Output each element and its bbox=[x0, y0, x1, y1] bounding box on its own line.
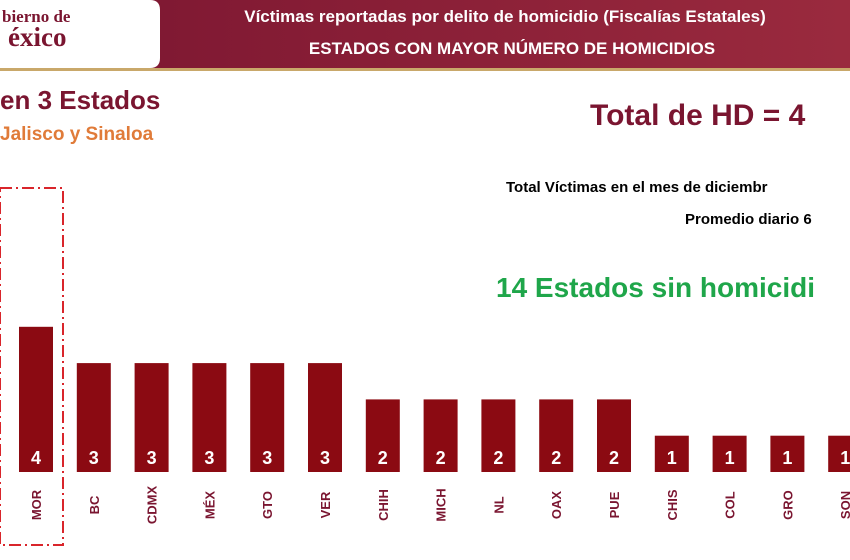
logo-bottom: éxico bbox=[8, 22, 66, 52]
bar bbox=[423, 399, 458, 472]
logo-panel bbox=[0, 0, 160, 68]
x-tick-label: GRO bbox=[780, 490, 795, 520]
zero-states-annotation: 14 Estados sin homicidi bbox=[496, 272, 815, 303]
x-tick-label: NL bbox=[491, 496, 506, 513]
x-tick-label: PUE bbox=[607, 491, 622, 518]
x-tick-label: CHIS bbox=[665, 489, 680, 520]
bar bbox=[308, 363, 342, 472]
x-tick-label: MÉX bbox=[202, 491, 217, 520]
x-tick-label: MICH bbox=[434, 488, 449, 521]
logo-top: bierno de bbox=[2, 7, 71, 26]
bar bbox=[365, 399, 400, 472]
value-label: 1 bbox=[782, 448, 792, 468]
value-label: 3 bbox=[147, 448, 157, 468]
subheadline: Jalisco y Sinaloa bbox=[0, 124, 154, 145]
value-label: 2 bbox=[609, 448, 619, 468]
header-title: Víctimas reportadas por delito de homici… bbox=[244, 7, 766, 26]
value-label: 4 bbox=[31, 448, 41, 468]
bar bbox=[192, 363, 227, 472]
total-annotation: Total de HD = 4 bbox=[590, 99, 806, 132]
bar bbox=[134, 363, 169, 472]
x-tick-label: BC bbox=[87, 495, 102, 514]
highlight-box bbox=[0, 187, 64, 546]
x-tick-label: MOR bbox=[29, 489, 44, 520]
x-tick-label: SON bbox=[838, 491, 850, 519]
headline: en 3 Estados bbox=[0, 85, 160, 115]
bar bbox=[770, 435, 805, 472]
bar bbox=[19, 326, 53, 472]
value-label: 3 bbox=[262, 448, 272, 468]
bar bbox=[828, 435, 850, 472]
x-tick-label: OAX bbox=[549, 491, 564, 520]
header-subtitle: ESTADOS CON MAYOR NÚMERO DE HOMICIDIOS bbox=[309, 39, 715, 58]
x-tick-label: COL bbox=[723, 491, 738, 519]
month-annotation: Total Víctimas en el mes de diciembr bbox=[506, 179, 768, 196]
x-tick-label: VER bbox=[318, 491, 333, 518]
bar bbox=[712, 435, 747, 472]
value-label: 3 bbox=[204, 448, 214, 468]
bar bbox=[76, 363, 111, 472]
value-label: 2 bbox=[551, 448, 561, 468]
x-tick-label: CHIH bbox=[376, 489, 391, 521]
bar bbox=[250, 363, 285, 472]
value-label: 3 bbox=[320, 448, 330, 468]
bar bbox=[654, 435, 689, 472]
value-label: 3 bbox=[89, 448, 99, 468]
x-tick-label: GTO bbox=[260, 491, 275, 519]
value-label: 1 bbox=[840, 448, 850, 468]
value-label: 2 bbox=[436, 448, 446, 468]
bar bbox=[597, 399, 631, 472]
value-label: 2 bbox=[493, 448, 503, 468]
value-label: 1 bbox=[667, 448, 677, 468]
average-annotation: Promedio diario 6 bbox=[685, 211, 812, 228]
x-tick-label: CDMX bbox=[145, 486, 160, 525]
header-rule bbox=[0, 68, 850, 71]
bar bbox=[481, 399, 516, 472]
value-label: 1 bbox=[725, 448, 735, 468]
value-label: 2 bbox=[378, 448, 388, 468]
bar bbox=[539, 399, 574, 472]
